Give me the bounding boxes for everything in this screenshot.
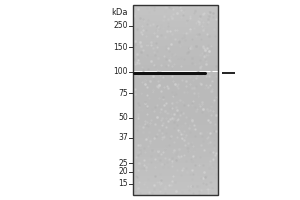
Bar <box>133 166 218 170</box>
Bar <box>133 157 218 160</box>
Text: 37: 37 <box>118 134 128 142</box>
Bar <box>133 125 218 129</box>
Bar <box>133 5 218 8</box>
Bar <box>133 15 218 18</box>
Bar <box>133 138 218 141</box>
Bar <box>133 72 218 75</box>
Bar <box>133 106 218 110</box>
Bar <box>133 40 218 43</box>
Bar <box>133 21 218 24</box>
Bar <box>133 75 218 78</box>
Bar <box>133 62 218 65</box>
Bar <box>133 27 218 30</box>
Bar <box>133 100 218 103</box>
Bar <box>133 24 218 27</box>
Bar <box>133 43 218 46</box>
Bar <box>133 186 218 189</box>
Bar <box>133 110 218 113</box>
Text: 20: 20 <box>118 168 128 176</box>
Bar <box>133 97 218 100</box>
Text: 150: 150 <box>113 43 128 51</box>
Text: 100: 100 <box>113 68 128 76</box>
Bar <box>133 119 218 122</box>
Bar <box>133 132 218 135</box>
Bar <box>133 52 218 56</box>
Bar <box>133 189 218 192</box>
Bar <box>133 176 218 179</box>
Text: 25: 25 <box>118 158 128 168</box>
Bar <box>133 103 218 106</box>
Text: 75: 75 <box>118 88 128 98</box>
Bar <box>133 192 218 195</box>
Bar <box>133 94 218 97</box>
Text: kDa: kDa <box>112 8 128 17</box>
Bar <box>133 170 218 173</box>
Bar <box>133 18 218 21</box>
Bar <box>133 8 218 11</box>
Bar <box>133 78 218 81</box>
Bar <box>133 84 218 87</box>
Bar <box>133 122 218 125</box>
Bar <box>133 160 218 163</box>
Bar <box>133 148 218 151</box>
Bar <box>133 141 218 144</box>
Bar <box>133 49 218 52</box>
Bar <box>133 46 218 49</box>
Bar <box>133 151 218 154</box>
Bar <box>133 68 218 72</box>
Bar <box>133 56 218 59</box>
Bar <box>133 116 218 119</box>
Bar <box>133 182 218 186</box>
Bar <box>133 144 218 148</box>
Bar <box>133 173 218 176</box>
Text: 15: 15 <box>118 180 128 188</box>
Bar <box>133 33 218 37</box>
Bar <box>133 87 218 90</box>
Bar <box>133 30 218 33</box>
Text: 50: 50 <box>118 114 128 122</box>
Text: 250: 250 <box>113 21 128 30</box>
Bar <box>133 154 218 157</box>
Bar <box>133 59 218 62</box>
Bar <box>133 129 218 132</box>
Bar <box>133 113 218 116</box>
Bar <box>133 5 218 195</box>
Bar <box>133 163 218 166</box>
Bar <box>133 65 218 68</box>
Bar <box>133 81 218 84</box>
Bar <box>133 37 218 40</box>
Bar <box>133 135 218 138</box>
Bar <box>133 11 218 15</box>
Bar <box>133 90 218 94</box>
Bar <box>133 179 218 182</box>
